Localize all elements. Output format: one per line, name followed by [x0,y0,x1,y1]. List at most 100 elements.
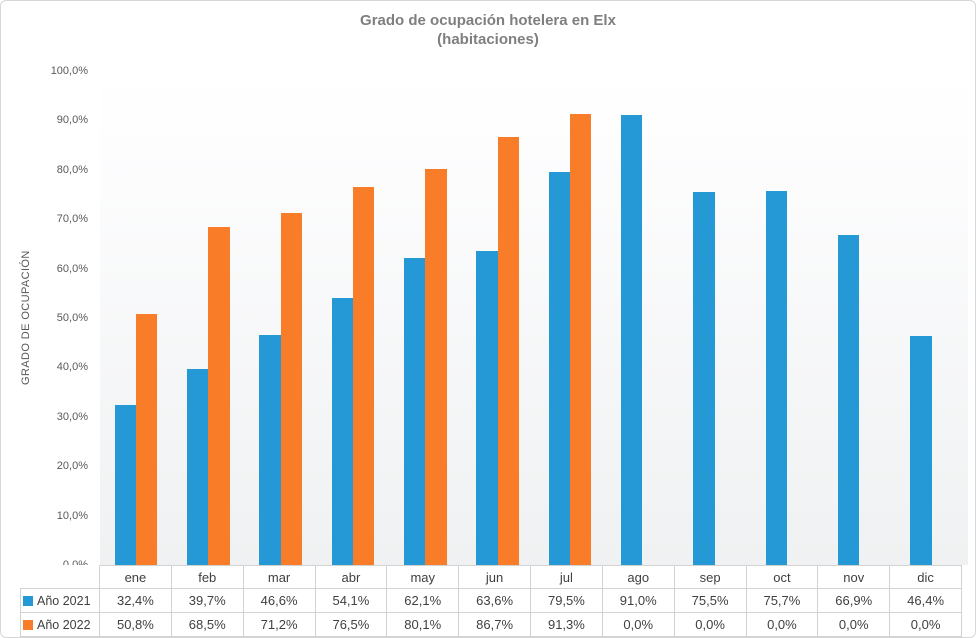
plot-column-ago [606,71,678,565]
bar-año-2021-sep [693,192,715,565]
bar-pair-may [404,71,447,565]
plot-column-dic [896,71,968,565]
bar-pair-nov [838,71,881,565]
y-tick-label: 90,0% [56,114,88,127]
value-año-2021-abr: 54,1% [315,589,388,613]
plot-area [100,71,968,565]
bar-año-2021-abr [331,297,354,565]
bar-año-2021-ene [114,404,137,565]
value-año-2021-jul: 79,5% [531,589,603,613]
value-año-2022-ago: 0,0% [602,613,675,637]
bar-año-2022-abr [353,187,375,565]
value-año-2021-oct: 75,7% [746,589,819,613]
bar-pair-abr [331,71,375,565]
legend-key-swatch-año-2021 [23,595,33,606]
y-tick-label: 70,0% [56,213,88,226]
plot-column-jul [534,71,606,565]
bar-pair-dic [910,71,953,565]
value-año-2022-dic: 0,0% [890,613,962,637]
table-corner-cell [20,565,100,589]
y-tick-label: 100,0% [50,65,88,77]
bar-año-2022-ene [136,314,158,565]
value-año-2022-may: 80,1% [387,613,460,637]
y-tick-label: 80,0% [56,163,88,176]
month-header-dic: dic [890,565,962,589]
value-año-2022-abr: 76,5% [315,613,388,637]
legend-label-año-2021: Año 2021 [37,593,91,608]
plot-column-feb [172,71,244,565]
value-año-2022-sep: 0,0% [674,613,747,637]
chart-title: Grado de ocupación hotelera en Elx (habi… [1,11,975,49]
y-tick-label: 10,0% [56,509,88,522]
value-año-2022-nov: 0,0% [818,613,891,637]
legend-key-swatch-año-2022 [23,619,33,630]
y-tick-label: 60,0% [56,262,88,275]
value-año-2022-jul: 91,3% [531,613,603,637]
bar-año-2021-may [404,258,426,565]
value-año-2021-ene: 32,4% [100,589,172,613]
y-tick-label: 30,0% [56,410,88,423]
chart-title-line1: Grado de ocupación hotelera en Elx [360,12,616,29]
bar-año-2022-may [425,169,447,565]
value-año-2021-dic: 46,4% [890,589,962,613]
plot-column-jun [462,71,534,565]
value-año-2021-may: 62,1% [387,589,460,613]
data-table: ene feb mar abr may jun jul ago sep oct nov dic Año … [20,565,962,637]
chart-title-line2: (habitaciones) [437,31,539,48]
value-año-2021-jun: 63,6% [459,589,531,613]
month-header-ago: ago [602,565,675,589]
bar-año-2021-oct [765,191,788,565]
bar-año-2021-jul [548,172,571,565]
value-año-2022-jun: 86,7% [459,613,531,637]
bar-año-2022-mar [280,213,303,565]
value-año-2022-oct: 0,0% [746,613,819,637]
bar-año-2022-jul [570,113,592,565]
bar-año-2022-feb [208,226,230,565]
month-header-feb: feb [171,565,244,589]
bar-pair-sep [693,71,736,565]
month-header-sep: sep [674,565,747,589]
bar-pair-ago [621,71,664,565]
bar-pair-mar [259,71,303,565]
bar-año-2022-jun [497,136,520,565]
y-tick-label: 20,0% [56,460,88,473]
bar-pair-feb [187,71,230,565]
y-tick-label: 50,0% [56,312,88,324]
month-header-ene: ene [100,565,172,589]
month-header-nov: nov [818,565,891,589]
month-header-may: may [387,565,460,589]
month-header-jun: jun [459,565,531,589]
month-header-abr: abr [315,565,388,589]
bar-pair-jul [548,71,592,565]
bar-pair-jun [476,71,520,565]
month-header-jul: jul [531,565,603,589]
bar-año-2021-ago [621,115,643,565]
plot-column-oct [751,71,823,565]
bar-año-2021-jun [476,250,498,565]
bar-año-2021-feb [187,368,209,565]
bar-pair-ene [114,71,158,565]
legend-año-2021: Año 2021 [20,589,100,613]
month-header-mar: mar [243,565,316,589]
value-año-2021-ago: 91,0% [602,589,675,613]
value-año-2022-feb: 68,5% [171,613,244,637]
plot-column-mar [245,71,317,565]
bar-pair-oct [765,71,809,565]
value-año-2021-mar: 46,6% [243,589,316,613]
bar-año-2021-dic [910,335,932,565]
value-año-2021-feb: 39,7% [171,589,244,613]
value-año-2021-nov: 66,9% [818,589,891,613]
plot-column-may [389,71,461,565]
value-año-2021-sep: 75,5% [674,589,747,613]
value-año-2022-mar: 71,2% [243,613,316,637]
value-año-2022-ene: 50,8% [100,613,172,637]
plot-column-nov [823,71,895,565]
month-header-oct: oct [746,565,819,589]
plot-column-ene [100,71,172,565]
y-axis-ticks: 100,0% 90,0% 80,0% 70,0% 60,0% 50,0% 40,0% 30,0… [1,65,88,571]
plot-column-sep [679,71,751,565]
y-tick-label: 40,0% [56,361,88,374]
bar-año-2021-nov [838,234,860,565]
bar-año-2021-mar [259,334,281,565]
